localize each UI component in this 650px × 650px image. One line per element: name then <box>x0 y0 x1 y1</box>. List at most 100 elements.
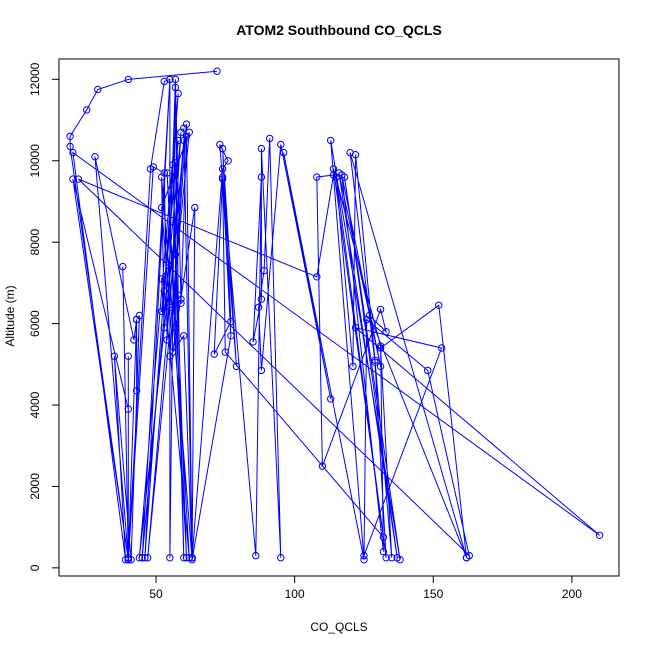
data-point <box>379 533 388 541</box>
series-line <box>69 70 600 560</box>
data-point <box>249 338 257 346</box>
data-point <box>257 173 266 181</box>
data-point <box>174 136 182 145</box>
data-point <box>160 324 169 332</box>
data-point <box>218 165 227 173</box>
data-point <box>124 556 133 564</box>
data-point <box>376 344 385 352</box>
data-point <box>349 362 357 371</box>
data-point <box>124 75 133 84</box>
data-point <box>435 301 443 309</box>
data-point <box>227 332 235 340</box>
data-point <box>360 556 368 564</box>
x-tick-label: 100 <box>285 587 305 601</box>
data-point <box>94 85 102 94</box>
data-point <box>260 267 268 275</box>
data-point <box>132 387 141 395</box>
data-point <box>218 173 227 181</box>
data-point <box>157 203 166 212</box>
data-point <box>218 144 227 153</box>
data-point <box>157 275 166 283</box>
data-point <box>318 462 327 470</box>
y-tick-label: 12000 <box>28 62 42 96</box>
data-point <box>371 356 379 364</box>
data-point <box>188 554 196 562</box>
data-point <box>360 551 368 560</box>
data-point <box>171 83 180 92</box>
data-point <box>257 366 266 375</box>
data-point <box>327 136 335 145</box>
data-point <box>227 317 235 326</box>
data-point <box>166 75 174 84</box>
data-point <box>163 336 171 344</box>
data-point <box>127 556 135 564</box>
data-point <box>157 307 166 316</box>
data-point <box>218 175 227 183</box>
x-tick-label: 150 <box>423 587 443 601</box>
data-point <box>69 148 77 157</box>
data-point <box>188 556 196 564</box>
series-layer <box>66 67 604 564</box>
data-point <box>437 344 446 352</box>
data-point <box>376 362 385 371</box>
data-point <box>177 295 185 303</box>
y-tick-label: 4000 <box>28 391 42 418</box>
data-point <box>213 67 221 75</box>
data-point <box>424 366 432 375</box>
data-point <box>169 348 177 356</box>
data-point <box>252 551 260 560</box>
data-point <box>163 169 171 177</box>
data-point <box>393 554 401 562</box>
data-point <box>83 106 91 114</box>
data-point <box>171 324 180 332</box>
data-point <box>174 89 182 98</box>
data-point <box>277 554 285 562</box>
data-point <box>210 350 218 358</box>
data-point <box>171 75 180 84</box>
data-point <box>351 324 360 332</box>
data-point <box>149 163 158 171</box>
data-point <box>388 554 396 562</box>
data-point <box>66 132 74 141</box>
data-point <box>257 144 266 153</box>
data-point <box>257 295 266 303</box>
data-point <box>171 250 180 259</box>
y-tick-label: 10000 <box>28 144 42 178</box>
data-point <box>124 405 133 413</box>
data-point <box>371 358 379 366</box>
data-point <box>135 554 144 562</box>
y-tick-label: 0 <box>28 564 42 571</box>
plot-frame <box>58 58 620 577</box>
data-point <box>141 554 149 562</box>
data-point <box>221 348 230 356</box>
data-point <box>182 132 191 141</box>
data-point <box>69 175 77 183</box>
y-axis: 0 2000 4000 6000 8000 10000 12000 <box>28 62 59 571</box>
data-point <box>462 554 471 562</box>
data-point <box>130 336 138 344</box>
data-point <box>180 332 188 340</box>
data-point <box>157 173 166 181</box>
data-point <box>138 554 146 562</box>
data-point <box>121 556 130 564</box>
data-point <box>66 142 74 151</box>
data-point <box>119 262 127 271</box>
chart-title: ATOM2 Southbound CO_QCLS <box>236 22 442 38</box>
x-axis: 50 100 150 200 <box>149 576 582 601</box>
data-point <box>132 315 141 324</box>
data-point <box>379 547 388 556</box>
data-point <box>180 124 188 132</box>
x-axis-label: CO_QCLS <box>310 620 367 634</box>
data-point <box>180 554 188 562</box>
x-tick-label: 50 <box>149 587 163 601</box>
y-tick-label: 6000 <box>28 310 42 337</box>
data-point <box>254 303 263 311</box>
data-point <box>351 151 360 159</box>
data-point <box>166 554 174 562</box>
data-point <box>124 352 133 360</box>
data-point <box>177 299 185 307</box>
data-point <box>376 342 385 350</box>
data-point <box>160 287 169 295</box>
